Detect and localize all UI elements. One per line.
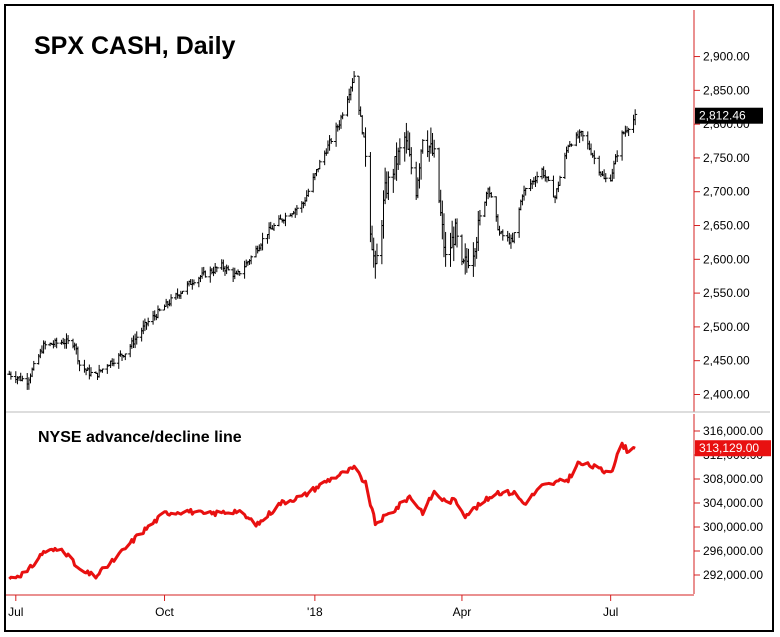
ohlc-bar bbox=[420, 139, 425, 154]
price-y-tick-label: 2,700.00 bbox=[703, 185, 750, 199]
ad-last-value-tag: 313,129.00 bbox=[695, 440, 771, 457]
ohlc-bar bbox=[88, 367, 93, 377]
price-ohlc-bars bbox=[7, 71, 638, 390]
ohlc-bar bbox=[603, 173, 608, 183]
ohlc-bar bbox=[111, 358, 116, 367]
ohlc-bar bbox=[123, 353, 128, 361]
ohlc-bar bbox=[512, 232, 517, 244]
price-y-tick-label: 2,400.00 bbox=[703, 387, 750, 401]
ohlc-bar bbox=[306, 188, 311, 197]
ohlc-bar bbox=[157, 308, 162, 312]
chart-canvas: SPX CASH, Daily NYSE advance/decline lin… bbox=[6, 10, 771, 619]
ad-y-ticks: 316,000.00312,000.00308,000.00304,000.00… bbox=[694, 424, 763, 582]
ohlc-bar bbox=[397, 138, 402, 166]
ohlc-bar bbox=[551, 175, 556, 198]
ohlc-bar bbox=[237, 270, 242, 276]
ohlc-bar bbox=[409, 147, 414, 175]
price-y-tick-label: 2,650.00 bbox=[703, 219, 750, 233]
x-axis-ticks: Jul Oct '18 Apr Jul bbox=[8, 595, 618, 619]
ohlc-bar bbox=[203, 270, 208, 278]
ad-line-path bbox=[8, 441, 636, 580]
ohlc-bar bbox=[214, 266, 219, 273]
ad-last-value-text: 313,129.00 bbox=[699, 441, 759, 455]
x-tick-label: Apr bbox=[453, 605, 472, 619]
ohlc-bar bbox=[523, 187, 528, 196]
ohlc-bar bbox=[226, 265, 231, 271]
ohlc-bar bbox=[191, 279, 196, 286]
ad-y-tick-label: 296,000.00 bbox=[703, 544, 763, 558]
price-chart-title: SPX CASH, Daily bbox=[34, 32, 236, 60]
ad-line-series bbox=[8, 441, 636, 580]
ohlc-bar bbox=[180, 290, 185, 294]
ohlc-bar bbox=[360, 115, 365, 135]
ohlc-bar bbox=[54, 337, 59, 349]
ohlc-bar bbox=[134, 331, 139, 345]
ad-chart-title: NYSE advance/decline line bbox=[38, 429, 242, 446]
ohlc-bar bbox=[500, 229, 505, 241]
ohlc-bar bbox=[272, 223, 277, 231]
ad-y-tick-label: 300,000.00 bbox=[703, 520, 763, 534]
ad-y-tick-label: 308,000.00 bbox=[703, 472, 763, 486]
ohlc-bar bbox=[620, 130, 625, 161]
ad-y-tick-label: 316,000.00 bbox=[703, 424, 763, 438]
x-tick-label: Jul bbox=[8, 605, 23, 619]
ohlc-bar bbox=[260, 232, 265, 251]
price-y-tick-label: 2,850.00 bbox=[703, 83, 750, 97]
ohlc-bar bbox=[432, 139, 437, 158]
ohlc-bar bbox=[386, 171, 391, 201]
ohlc-bar bbox=[100, 368, 105, 373]
ohlc-bar bbox=[626, 127, 631, 137]
ad-last-value-box bbox=[695, 440, 771, 457]
ohlc-bar bbox=[283, 212, 288, 227]
ohlc-bar bbox=[557, 175, 562, 186]
price-y-tick-label: 2,550.00 bbox=[703, 286, 750, 300]
ohlc-bar bbox=[77, 360, 82, 372]
ohlc-bar bbox=[455, 218, 460, 248]
ohlc-bar bbox=[546, 176, 551, 182]
ohlc-bar bbox=[443, 231, 448, 267]
price-last-value-text: 2,812.46 bbox=[699, 109, 746, 123]
ohlc-bar bbox=[169, 294, 174, 307]
ohlc-bar bbox=[31, 360, 36, 371]
ohlc-bar bbox=[615, 150, 620, 163]
ohlc-bar bbox=[489, 192, 494, 198]
ohlc-bar bbox=[580, 130, 585, 142]
ohlc-bar bbox=[535, 171, 540, 184]
x-tick-label: Oct bbox=[155, 605, 174, 619]
price-y-tick-label: 2,450.00 bbox=[703, 354, 750, 368]
ohlc-bar bbox=[569, 143, 574, 147]
price-last-value-box bbox=[695, 107, 763, 124]
ad-y-tick-label: 292,000.00 bbox=[703, 568, 763, 582]
chart-frame: SPX CASH, Daily NYSE advance/decline lin… bbox=[4, 4, 774, 632]
ohlc-bar bbox=[20, 375, 25, 382]
ohlc-bar bbox=[146, 317, 151, 327]
price-y-tick-label: 2,750.00 bbox=[703, 151, 750, 165]
ohlc-bar bbox=[477, 209, 482, 226]
ohlc-bar bbox=[329, 138, 334, 144]
ohlc-bar bbox=[592, 150, 597, 165]
price-y-tick-label: 2,600.00 bbox=[703, 252, 750, 266]
x-tick-label: '18 bbox=[307, 605, 323, 619]
ohlc-bar bbox=[466, 248, 471, 269]
x-tick-label: Jul bbox=[603, 605, 618, 619]
ohlc-bar bbox=[317, 159, 322, 170]
ad-y-tick-label: 304,000.00 bbox=[703, 496, 763, 510]
ohlc-bar bbox=[43, 340, 48, 350]
ohlc-bar bbox=[352, 71, 357, 84]
ohlc-bar bbox=[374, 243, 379, 265]
ohlc-bar bbox=[249, 255, 254, 265]
ohlc-bar bbox=[517, 207, 522, 238]
price-y-tick-label: 2,500.00 bbox=[703, 320, 750, 334]
ohlc-bar bbox=[8, 371, 13, 380]
price-y-tick-label: 2,900.00 bbox=[703, 50, 750, 64]
ohlc-bar bbox=[340, 112, 345, 120]
ohlc-bar bbox=[66, 335, 71, 345]
ohlc-bar bbox=[363, 127, 368, 167]
ohlc-bar bbox=[294, 205, 299, 216]
ohlc-bar bbox=[633, 109, 638, 126]
price-last-value-tag: 2,812.46 bbox=[695, 107, 763, 124]
price-y-ticks: 2,900.002,850.002,800.002,750.002,700.00… bbox=[694, 50, 750, 401]
